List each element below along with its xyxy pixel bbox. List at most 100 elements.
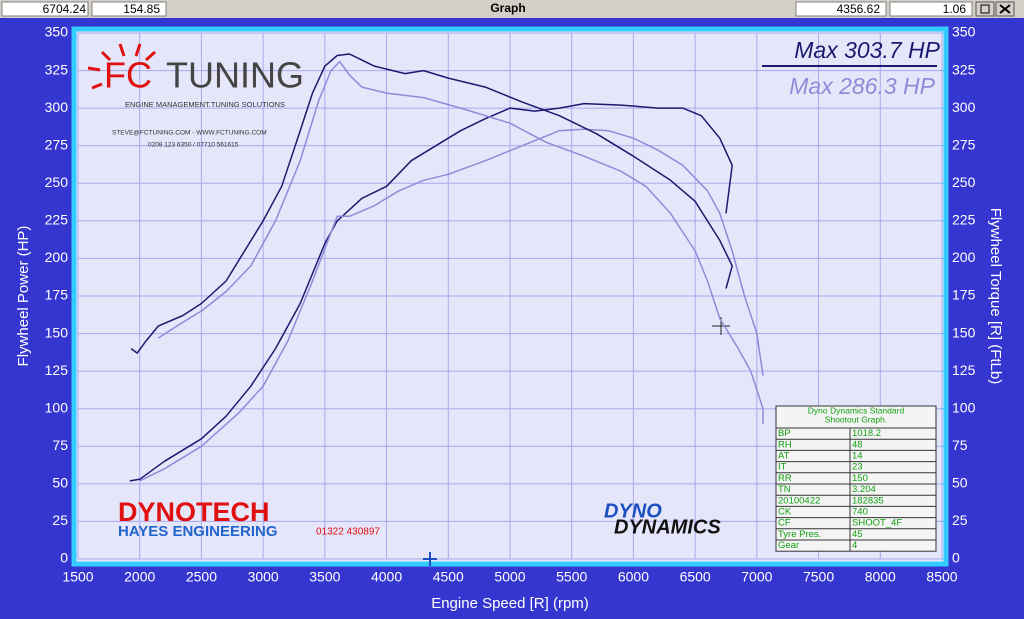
x-axis-title: Engine Speed [R] (rpm) [431,595,589,612]
info-cell: RH [778,439,792,450]
info-cell: 20100422 [778,495,820,506]
logo-hayes: HAYES ENGINEERING [118,523,278,540]
field-box [889,1,973,17]
logo-dyno: DYNO [604,500,662,522]
logo-dynamics: DYNAMICS [614,516,721,538]
x-tick-label: 4000 [371,569,402,585]
y2-tick-label: 50 [952,475,968,491]
fc-tuning-logo: FC TUNING ENGINE MANAGEMENT.TUNING SOLUT… [87,43,304,149]
x-tick-label: 8500 [926,569,957,585]
restore-icon [980,4,990,14]
logo-dynotech: DYNOTECH [118,497,270,527]
info-cell: CK [778,507,792,518]
info-cell: Gear [778,540,799,551]
logo-rays [87,43,156,90]
x-tick-label: 3500 [309,569,340,585]
y-tick-label: 250 [45,174,69,190]
info-table-frame [775,405,937,552]
info-cell: 150 [852,473,868,484]
field-value: 4356.62 [837,2,881,16]
x-tick-label: 7500 [803,569,834,585]
window-title: Graph [490,1,525,15]
y-axis-title: Flywheel Power (HP) [15,226,32,367]
x-tick-label: 5500 [556,569,587,585]
max-label: Max 303.7 HP [794,37,940,63]
info-cell: BP [778,428,791,439]
y-tick-label: 175 [45,287,69,303]
y-tick-label: 225 [45,212,69,228]
field-box [795,1,887,17]
logo-tagline: ENGINE MANAGEMENT.TUNING SOLUTIONS [125,100,285,109]
logo-fc: FC [104,55,152,96]
y-tick-label: 200 [45,249,69,265]
info-cell: 1018.2 [852,428,881,439]
x-tick-label: 1500 [62,569,93,585]
info-cell: 740 [852,507,868,518]
y2-tick-label: 275 [952,136,976,152]
y2-tick-label: 75 [952,437,968,453]
y-tick-label: 125 [45,362,69,378]
y2-tick-label: 200 [952,249,976,265]
y-tick-label: 75 [52,437,68,453]
x-tick-label: 5000 [494,569,525,585]
series-line [139,128,764,482]
info-cell: 14 [852,451,863,462]
info-cell: 45 [852,529,863,540]
field-value: 1.06 [943,2,967,16]
field-value: 6704.24 [43,2,87,16]
info-table-title: Dyno Dynamics Standard [808,405,905,415]
restore-button[interactable] [975,1,995,17]
x-tick-label: 6500 [680,569,711,585]
logo-tuning: TUNING [166,55,304,96]
series-line [157,60,764,424]
y2-tick-label: 325 [952,61,976,77]
info-cell: SHOOT_4F [852,518,902,529]
y-tick-label: 100 [45,399,69,415]
y-tick-label: 350 [45,24,69,40]
close-icon [999,4,1011,14]
info-cell: 4 [852,540,857,551]
y2-tick-label: 25 [952,512,968,528]
y2-tick-label: 0 [952,550,960,566]
y-tick-label: 325 [45,61,69,77]
x-tick-label: 6000 [618,569,649,585]
dynotech-logo: DYNOTECH HAYES ENGINEERING 01322 430897 [118,497,380,540]
y2-tick-label: 300 [952,99,976,115]
info-cell: IT [778,462,787,473]
info-cell: 48 [852,439,863,450]
x-tick-label: 2500 [186,569,217,585]
field-box [91,1,167,17]
y2-tick-label: 100 [952,399,976,415]
y-tick-label: 275 [45,136,69,152]
y-tick-label: 300 [45,99,69,115]
x-tick-label: 8000 [865,569,896,585]
y2-tick-label: 125 [952,362,976,378]
field-value: 154.85 [123,2,160,16]
logo-hayes-phone: 01322 430897 [316,527,380,538]
y2-axis-title: Flywheel Torque [R] (FtLb) [987,208,1004,384]
y2-tick-label: 250 [952,174,976,190]
y-tick-label: 150 [45,324,69,340]
cursor-marker [423,552,437,566]
info-cell: Tyre Pres. [778,529,821,540]
logo-phones: 0208 123 6350 / 07710 561615 [148,142,239,149]
y2-tick-label: 225 [952,212,976,228]
series-line [130,53,733,354]
info-cell: TN [778,484,791,495]
y2-tick-label: 175 [952,287,976,303]
y2-tick-label: 350 [952,24,976,40]
y-tick-label: 25 [52,512,68,528]
series-line [129,102,733,482]
y-tick-label: 0 [60,550,68,566]
x-tick-label: 4500 [433,569,464,585]
info-cell: 3.204 [852,484,876,495]
logo-contact: STEVE@FCTUNING.COM - WWW.FCTUNING.COM [112,130,267,137]
info-cell: CF [778,518,791,529]
info-cell: 182835 [852,495,884,506]
y2-tick-label: 150 [952,324,976,340]
x-tick-label: 7000 [741,569,772,585]
info-cell: AT [778,451,790,462]
info-table-title: Shootout Graph. [825,414,887,424]
x-tick-label: 3000 [248,569,279,585]
